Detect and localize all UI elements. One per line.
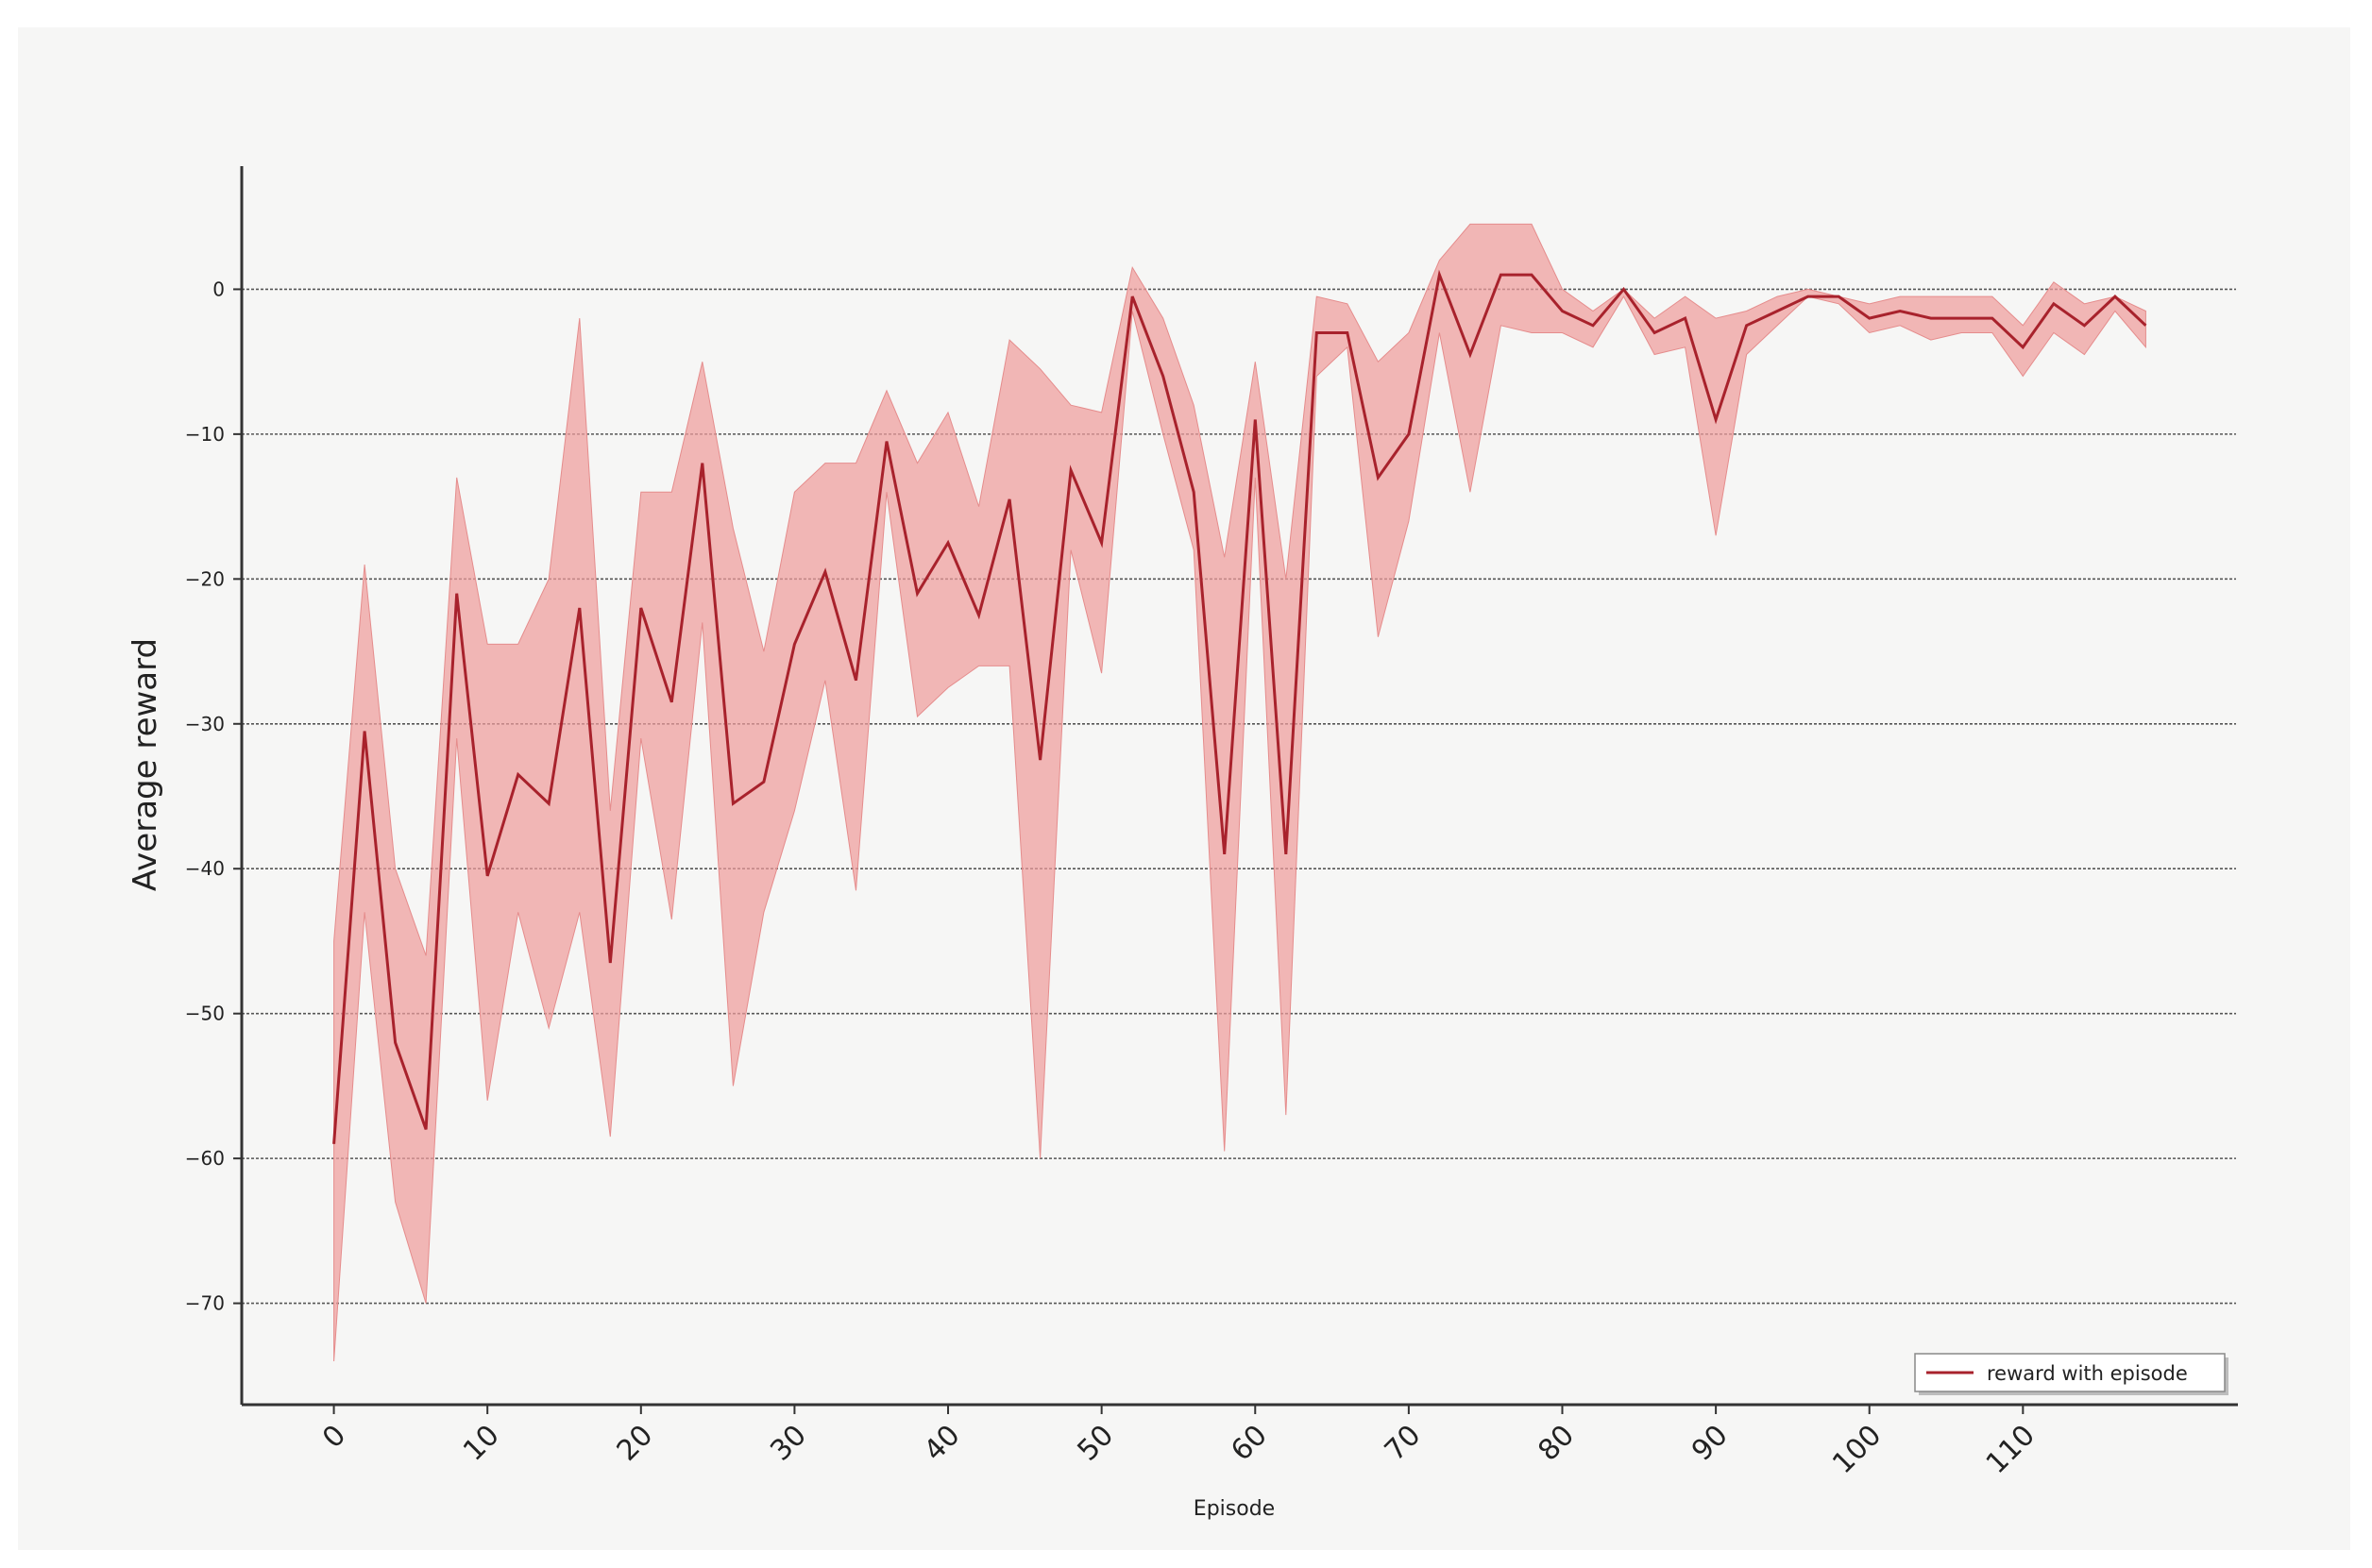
y-tick-label: −30 bbox=[185, 713, 225, 735]
legend-label: reward with episode bbox=[1987, 1362, 2188, 1385]
series-line-layer bbox=[332, 269, 2147, 1144]
y-axis-title: Average reward bbox=[127, 638, 164, 891]
x-tick-label: 40 bbox=[918, 1419, 967, 1468]
y-tick-label: −10 bbox=[185, 423, 225, 446]
y-tick-label: −20 bbox=[185, 567, 225, 590]
x-tick-label: 80 bbox=[1532, 1419, 1581, 1468]
y-tick-label: −70 bbox=[185, 1292, 225, 1315]
x-tick-label: 50 bbox=[1072, 1419, 1121, 1468]
y-tick-label: −50 bbox=[185, 1003, 225, 1025]
series-line-reward-with-episode bbox=[332, 269, 2147, 1144]
x-tick-label: 100 bbox=[1826, 1419, 1888, 1480]
confidence-band bbox=[333, 223, 2146, 1362]
y-axis-ticks: 0 −10 −20 −30 −40 −50 −60 −70 bbox=[185, 278, 242, 1315]
y-tick-label: −60 bbox=[185, 1147, 225, 1170]
y-tick-label: 0 bbox=[212, 278, 225, 300]
x-tick-label: 20 bbox=[611, 1419, 660, 1468]
x-tick-label: 0 bbox=[316, 1419, 352, 1455]
x-axis-ticks: 0 10 20 30 40 50 60 70 80 90 100 110 bbox=[316, 1405, 2042, 1480]
x-tick-label: 110 bbox=[1980, 1419, 2042, 1480]
legend: reward with episode bbox=[1914, 1353, 2228, 1395]
x-tick-label: 90 bbox=[1686, 1419, 1735, 1468]
x-tick-label: 30 bbox=[764, 1419, 813, 1468]
x-tick-label: 70 bbox=[1379, 1419, 1428, 1468]
x-tick-label: 60 bbox=[1225, 1419, 1274, 1468]
x-tick-label: 10 bbox=[457, 1419, 506, 1468]
axes bbox=[240, 166, 2238, 1407]
confidence-band-layer bbox=[333, 223, 2146, 1362]
chart-panel bbox=[18, 27, 2350, 1550]
x-axis-title: Episode bbox=[1194, 1497, 1275, 1521]
y-tick-label: −40 bbox=[185, 857, 225, 880]
